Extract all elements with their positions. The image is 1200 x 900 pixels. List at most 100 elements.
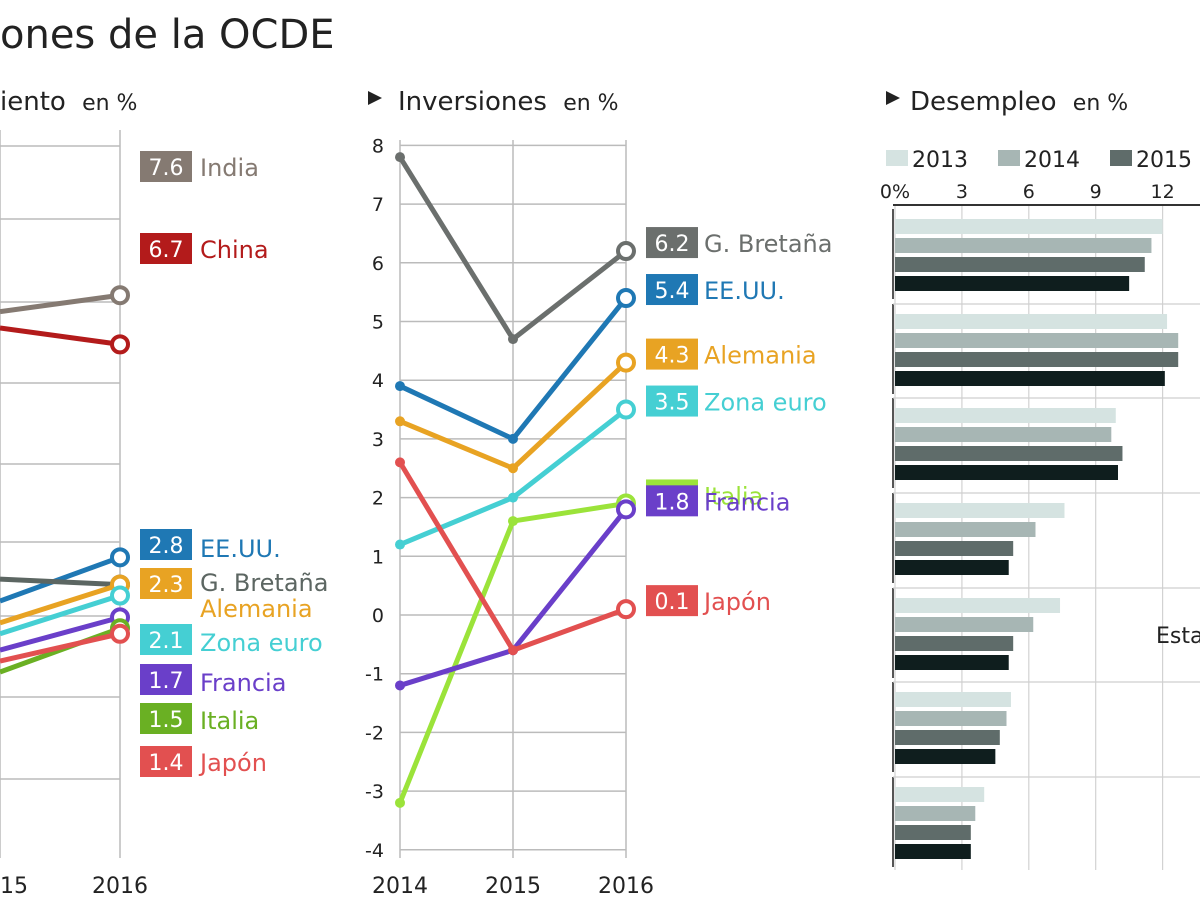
unemployment-bar-3-2013 xyxy=(895,503,1065,518)
investment-name-zona-euro: Zona euro xyxy=(704,389,827,417)
growth-chart: iento en % 7.6 India 6.7 China 2.8 EE.UU. 2.3 G… xyxy=(0,87,328,899)
investment-point-g-breta-a-end xyxy=(616,241,636,262)
investment-y-tick--3: -3 xyxy=(365,781,384,803)
unemployment-bar-5-2015 xyxy=(895,730,1000,745)
growth-line-italia xyxy=(0,625,121,675)
unemployment-annotation: Esta xyxy=(1156,624,1200,649)
investment-labels: 6.2 G. Bretaña 5.4 EE.UU. 4.3 Alemania 3.5 Zona… xyxy=(646,227,832,617)
investment-label-box-ee-uu xyxy=(646,274,698,306)
growth-point-jap-n xyxy=(110,623,130,644)
investment-y-tick-5: 5 xyxy=(372,312,384,334)
growth-name-india: India xyxy=(200,154,259,182)
unemployment-bar-2-2014 xyxy=(895,427,1112,442)
growth-line-ee-uu xyxy=(0,554,121,604)
growth-label-box-italia xyxy=(140,703,192,734)
legend-label-2015: 2015 xyxy=(1136,148,1192,173)
investment-x-tick-2016: 2016 xyxy=(598,874,654,899)
investment-label-box-alemania xyxy=(646,338,698,370)
investment-name-alemania: Alemania xyxy=(704,342,817,370)
growth-line-india xyxy=(0,292,121,315)
unemployment-title: Desempleo en % xyxy=(910,87,1128,117)
investment-y-axis: 8 7 6 5 4 3 2 1 0 -1 -2 -3 -4 xyxy=(365,135,384,861)
investment-name-ee-uu: EE.UU. xyxy=(704,277,785,305)
investment-label-box-zona-euro xyxy=(646,385,698,417)
unemployment-x-tick-9: 9 xyxy=(1090,181,1102,203)
investment-point-alemania-1 xyxy=(508,463,518,474)
investment-point-jap-n-1 xyxy=(508,645,518,656)
unemployment-bar-2-2013 xyxy=(895,408,1116,423)
growth-labels: 7.6 India 6.7 China 2.8 EE.UU. 2.3 G. Bretaña 2.… xyxy=(140,151,328,777)
unemployment-bar-2-latest xyxy=(895,465,1118,480)
growth-series xyxy=(0,285,130,675)
growth-title: iento en % xyxy=(0,87,137,117)
page-title: ones de la OCDE xyxy=(0,12,335,58)
growth-line-jap-n xyxy=(0,631,121,664)
growth-name-g-breta-a: G. Bretaña xyxy=(200,569,328,597)
unemployment-bar-5-2013 xyxy=(895,692,1011,707)
investment-name-italia: Italia xyxy=(704,482,763,510)
growth-value-francia: 1.7 xyxy=(149,669,184,694)
investment-x-tick-2014: 2014 xyxy=(372,874,428,899)
investment-y-tick--2: -2 xyxy=(365,722,384,744)
investment-value-jap-n: 0.1 xyxy=(655,590,690,615)
growth-value-italia: 1.5 xyxy=(149,708,184,733)
investment-point-g-breta-a-0 xyxy=(395,152,405,163)
investment-point-alemania-end xyxy=(616,352,636,373)
growth-name-italia: Italia xyxy=(200,707,259,735)
growth-label-box-zona-euro xyxy=(140,624,192,655)
growth-value-alemania: 2.3 xyxy=(149,573,184,598)
unemployment-bar-5-latest xyxy=(895,749,996,764)
investment-name-g-breta-a: G. Bretaña xyxy=(704,230,832,258)
unemployment-bar-2-2015 xyxy=(895,446,1123,461)
growth-value-zona-euro: 2.1 xyxy=(149,629,184,654)
unemployment-x-tick-6: 6 xyxy=(1023,181,1035,203)
investment-chart: Inversiones en % 8 7 6 5 4 3 2 1 0 -1 -2 -3 -4 6.2 G.… xyxy=(365,87,832,899)
investment-point-ee-uu-1 xyxy=(508,433,518,444)
growth-line-alemania xyxy=(0,582,121,626)
investment-value-g-breta-a: 6.2 xyxy=(655,232,690,257)
unemployment-title-marker xyxy=(886,91,900,105)
unemployment-bar-6-latest xyxy=(895,844,971,859)
investment-y-tick-4: 4 xyxy=(372,370,384,392)
investment-point-zona-euro-0 xyxy=(395,539,405,550)
investment-point-francia-0 xyxy=(395,680,405,691)
unemployment-bar-5-2014 xyxy=(895,711,1007,726)
unemployment-x-tick-12: 12 xyxy=(1151,181,1175,203)
growth-line-china xyxy=(0,325,121,347)
investment-x-tick-2015: 2015 xyxy=(485,874,541,899)
growth-title-text: iento xyxy=(0,87,66,117)
unemployment-bar-1-latest xyxy=(895,371,1165,386)
investment-point-italia-1 xyxy=(508,516,518,527)
investment-point-francia-end xyxy=(616,499,636,520)
investment-x-axis: 2014 2015 2016 xyxy=(372,874,654,899)
investment-y-tick-2: 2 xyxy=(372,488,384,510)
investment-point-zona-euro-end xyxy=(616,399,636,420)
unemployment-legend: 2013 2014 2015 xyxy=(886,148,1192,173)
unemployment-bar-6-2015 xyxy=(895,825,971,840)
growth-line-francia xyxy=(0,614,121,653)
investment-y-tick--4: -4 xyxy=(365,840,384,862)
growth-name-zona-euro: Zona euro xyxy=(200,629,323,657)
unemployment-title-text: Desempleo xyxy=(910,87,1057,117)
unemployment-x-tick-0: 0% xyxy=(880,181,910,203)
growth-value-china: 6.7 xyxy=(149,238,184,263)
legend-swatch-2015 xyxy=(1110,150,1132,166)
unemployment-bar-3-2014 xyxy=(895,522,1036,537)
unemployment-bar-3-latest xyxy=(895,560,1009,575)
investment-y-tick-8: 8 xyxy=(372,135,384,157)
investment-value-zona-euro: 3.5 xyxy=(655,391,690,416)
growth-title-unit: en % xyxy=(82,91,137,116)
growth-name-ee-uu: EE.UU. xyxy=(200,535,281,563)
growth-value-india: 7.6 xyxy=(149,156,184,181)
growth-label-box-ee-uu xyxy=(140,529,192,560)
unemployment-bar-4-2013 xyxy=(895,598,1061,613)
investment-name-francia: Francia xyxy=(704,488,790,516)
growth-x-tick-2016: 2016 xyxy=(92,874,148,899)
unemployment-chart: Desempleo en % 2013 2014 2015 0% 3 6 9 12 Esta xyxy=(880,87,1200,870)
growth-line-g-breta-a xyxy=(0,576,121,588)
growth-name-china: China xyxy=(200,236,269,264)
investment-title-marker xyxy=(368,91,382,105)
investment-y-tick-0: 0 xyxy=(372,605,384,627)
unemployment-bars xyxy=(892,209,1200,867)
growth-name-francia: Francia xyxy=(200,669,286,697)
